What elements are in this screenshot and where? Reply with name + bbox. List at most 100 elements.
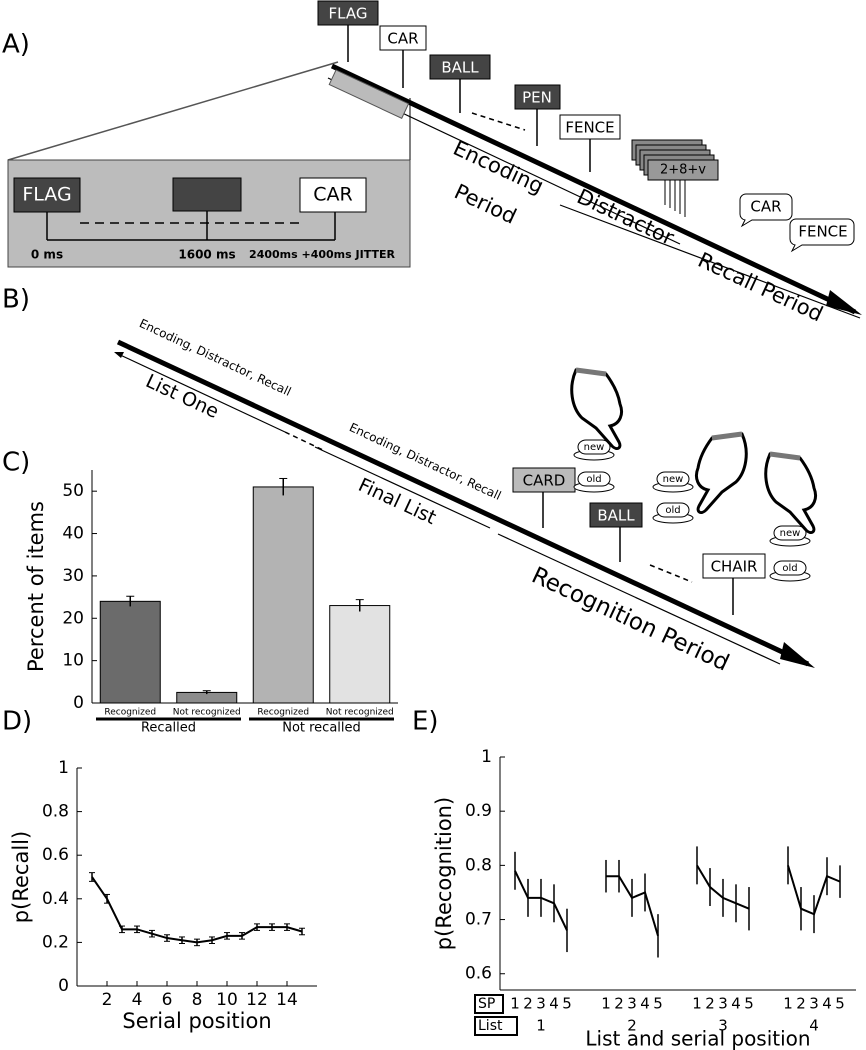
y-tick-label: 50: [62, 481, 84, 501]
inset-time: 1600 ms: [178, 248, 235, 262]
inset-word-box: [13, 177, 81, 213]
y-tick-label: 0.6: [42, 845, 69, 865]
word-box: [559, 114, 621, 140]
period-arrow: [559, 204, 861, 319]
x-tick-label: 12: [246, 990, 268, 1010]
y-tick-label: 20: [62, 608, 84, 628]
y-tick-label: 0.8: [42, 802, 69, 822]
group-label: 4: [809, 1017, 819, 1035]
word: PEN: [522, 89, 552, 107]
x-tick-label: 2: [614, 995, 624, 1013]
period-label: Period: [451, 179, 520, 228]
x-tick-label: 2: [705, 995, 715, 1013]
x-tick-label: 2: [102, 990, 113, 1010]
x-tick-label: 10: [216, 990, 238, 1010]
y-tick-label: 0.9: [465, 801, 492, 821]
x-tick-label: Not recognized: [173, 708, 241, 718]
row-label: List: [478, 1018, 503, 1034]
word-box: [512, 467, 576, 493]
row-label-box: [474, 994, 504, 1014]
word-box: [589, 502, 643, 528]
x-tick-label: 5: [562, 995, 572, 1013]
timeline-arrow: [330, 63, 857, 315]
button-label: new: [780, 528, 801, 539]
group-label: Not recalled: [282, 721, 361, 736]
inset-time: 2400ms +400ms JITTER: [249, 248, 395, 261]
word-box: [514, 84, 561, 110]
panel-label: D): [2, 707, 32, 737]
inset-word: CAR: [313, 184, 352, 206]
x-tick-label: 1: [601, 995, 611, 1013]
x-tick-label: Recognized: [104, 708, 156, 718]
panel-b: Encoding, Distractor, Recall List One En…: [114, 316, 818, 677]
x-tick-label: 3: [627, 995, 637, 1013]
x-tick-label: 5: [744, 995, 754, 1013]
button-label: new: [663, 474, 684, 485]
x-tick-label: 1: [692, 995, 702, 1013]
arrowhead: [826, 290, 862, 315]
x-tick-label: Not recognized: [326, 708, 394, 718]
inset-word: FLAG: [22, 184, 71, 206]
group-label: 1: [536, 1017, 546, 1035]
y-axis-label: p(Recognition): [432, 797, 456, 950]
y-axis-label: p(Recall): [9, 831, 33, 923]
word-box: [379, 25, 427, 51]
y-tick-label: 0.4: [42, 889, 69, 909]
speech-bubble: [739, 193, 793, 228]
y-tick-label: 10: [62, 651, 84, 671]
x-tick-label: 4: [132, 990, 143, 1010]
hand-icon: [570, 367, 624, 451]
word: BALL: [441, 59, 479, 77]
inset-word-box: [299, 177, 367, 213]
zoom-window: [328, 69, 410, 119]
phase-label: Final List: [355, 474, 440, 529]
hand-icon: [764, 451, 818, 535]
row-label: SP: [478, 996, 495, 1012]
y-tick-label: 40: [62, 524, 84, 544]
y-tick-label: 0.8: [465, 855, 492, 875]
distractor-text: 2+8+v: [660, 163, 706, 178]
x-axis-label: Serial position: [122, 1009, 271, 1033]
bar: [99, 600, 161, 704]
panel-label: A): [2, 30, 30, 60]
recall-word: CAR: [750, 198, 781, 216]
x-tick-label: 14: [276, 990, 298, 1010]
y-tick-label: 1: [481, 747, 492, 767]
x-tick-label: 8: [192, 990, 203, 1010]
panel-a: FLAG CAR BALL PEN FENCE 2+8+v CAR FENCE …: [7, 0, 862, 326]
word: BALL: [597, 507, 635, 525]
hand-icon: [694, 431, 748, 515]
group-label: 3: [718, 1017, 728, 1035]
timeline-arrow: [116, 339, 810, 667]
word: CARD: [523, 472, 566, 490]
x-tick-label: 2: [796, 995, 806, 1013]
y-tick-label: 0.2: [42, 932, 69, 952]
button-label: new: [584, 442, 605, 453]
x-tick-label: 2: [523, 995, 533, 1013]
button-label: old: [782, 563, 797, 574]
y-tick-label: 0.7: [465, 910, 492, 930]
y-tick-label: 0.6: [465, 964, 492, 984]
word: CHAIR: [711, 558, 758, 576]
x-tick-label: 4: [549, 995, 559, 1013]
y-tick-label: 0: [73, 693, 84, 713]
x-tick-label: 4: [640, 995, 650, 1013]
x-tick-label: Recognized: [257, 708, 309, 718]
panel-label: C): [2, 448, 30, 478]
word: FLAG: [329, 5, 368, 23]
x-tick-label: 4: [822, 995, 832, 1013]
bar: [329, 605, 391, 704]
word-box: [429, 54, 491, 80]
distractor-cards: [631, 139, 719, 217]
group-label: Recalled: [141, 721, 196, 736]
bar: [252, 486, 314, 704]
word: CAR: [387, 30, 418, 48]
y-tick-label: 1: [58, 758, 69, 778]
button-label: old: [586, 474, 601, 485]
y-tick-label: 0: [58, 976, 69, 996]
x-axis-label: List and serial position: [585, 1027, 810, 1050]
recall-word: FENCE: [798, 223, 847, 241]
y-tick-label: 30: [62, 566, 84, 586]
x-tick-label: 1: [783, 995, 793, 1013]
